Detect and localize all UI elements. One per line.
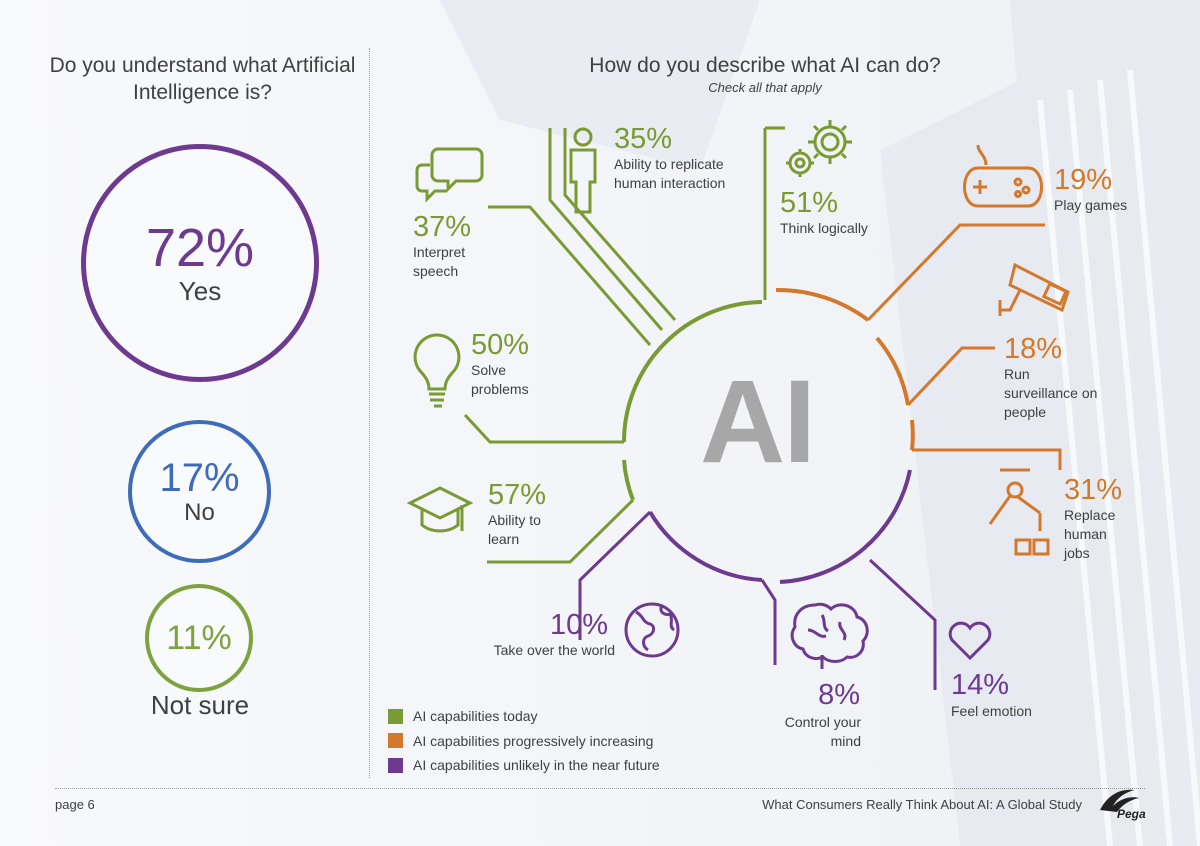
- footer-title: What Consumers Really Think About AI: A …: [762, 797, 1082, 812]
- replicate-interaction-pct: 35%: [614, 123, 673, 155]
- orange-connectors: [866, 223, 1062, 470]
- right-question: How do you describe what AI can do?: [589, 54, 941, 77]
- lightbulb-icon: [413, 333, 461, 408]
- legend-label-unlikely: AI capabilities unlikely in the near fut…: [413, 757, 660, 774]
- not-sure-circle: 11%: [145, 584, 253, 692]
- yes-percent: 72%: [145, 218, 255, 278]
- solve-problems-pct: 50%: [471, 329, 530, 361]
- interpret-speech-pct: 37%: [413, 211, 472, 243]
- globe-icon: [624, 602, 680, 658]
- legend-item-increasing: AI capabilities progressively increasing: [388, 729, 660, 754]
- green-connectors: [463, 126, 785, 564]
- replace-jobs-pct: 31%: [1064, 474, 1123, 506]
- center-ring: [622, 287, 915, 584]
- think-logically-pct: 51%: [780, 187, 839, 219]
- pega-logo: Pega: [1100, 789, 1146, 821]
- heart-icon: [948, 621, 992, 661]
- brain-icon: [790, 602, 869, 669]
- replace-jobs-label: Replace human jobs: [1064, 507, 1116, 561]
- graduation-cap-icon: [406, 486, 474, 533]
- page-number: page 6: [55, 797, 95, 812]
- yes-circle: 72% Yes: [81, 144, 319, 382]
- legend-item-unlikely: AI capabilities unlikely in the near fut…: [388, 753, 660, 778]
- panel-divider: [369, 48, 370, 778]
- legend-swatch-green: [388, 708, 403, 724]
- play-games-pct: 19%: [1054, 164, 1113, 196]
- purple-connectors: [578, 510, 937, 690]
- solve-problems-label: Solve problems: [471, 362, 529, 397]
- legend-item-today: AI capabilities today: [388, 704, 660, 729]
- interpret-speech-label: Interpret speech: [413, 244, 466, 279]
- not-sure-label: Not sure: [150, 690, 250, 720]
- yes-label: Yes: [178, 276, 222, 306]
- center-ai-label: AI: [700, 356, 816, 488]
- speech-bubbles-icon: [415, 147, 484, 203]
- control-mind-pct: 8%: [818, 679, 860, 711]
- take-over-world-label: Take over the world: [493, 642, 615, 658]
- robot-arm-icon: [988, 468, 1050, 556]
- play-games-label: Play games: [1054, 197, 1128, 213]
- no-percent: 17%: [159, 455, 240, 500]
- left-question: Do you understand what Artificial Intell…: [49, 54, 356, 104]
- right-subtitle: Check all that apply: [708, 80, 822, 95]
- not-sure-percent: 11%: [166, 619, 232, 657]
- feel-emotion-label: Feel emotion: [951, 703, 1032, 719]
- legend-label-today: AI capabilities today: [413, 708, 538, 725]
- gears-icon: [786, 120, 852, 177]
- footer-divider: [55, 788, 1145, 789]
- legend-swatch-purple: [388, 757, 403, 773]
- think-logically-label: Think logically: [780, 220, 868, 236]
- cctv-camera-icon: [998, 262, 1070, 316]
- run-surveillance-label: Run surveillance on people: [1004, 366, 1098, 420]
- take-over-world-pct: 10%: [550, 609, 609, 641]
- replicate-interaction-label: Ability to replicate human interaction: [614, 156, 726, 191]
- control-mind-label: Control your mind: [784, 714, 861, 749]
- ability-to-learn-label: Ability to learn: [488, 512, 541, 547]
- legend: AI capabilities today AI capabilities pr…: [388, 704, 660, 778]
- gamepad-icon: [963, 144, 1043, 208]
- svg-text:Pega: Pega: [1117, 807, 1146, 821]
- no-label: No: [184, 498, 215, 526]
- person-icon: [569, 127, 597, 214]
- no-circle: 17% No: [128, 420, 271, 563]
- legend-swatch-orange: [388, 733, 403, 749]
- ability-to-learn-pct: 57%: [488, 479, 547, 511]
- feel-emotion-pct: 14%: [951, 669, 1010, 701]
- run-surveillance-pct: 18%: [1004, 333, 1063, 365]
- legend-label-increasing: AI capabilities progressively increasing: [413, 732, 654, 749]
